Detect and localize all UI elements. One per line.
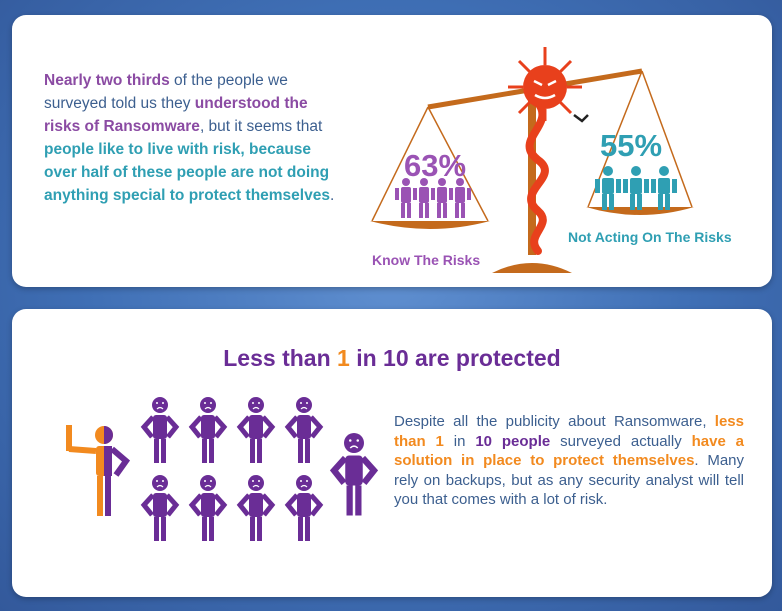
sad-person-icon [192,397,224,463]
protected-paragraph: Despite all the publicity about Ransomwa… [394,412,744,510]
body-text: . Many rely on backups, but as any secur… [394,452,745,508]
scale-base [492,263,572,273]
sad-person-icon [192,475,224,541]
sad-person-icon [288,475,320,541]
ten-people-illustration [66,385,402,585]
sad-person-icon [288,397,320,463]
person-icon [623,166,649,210]
know-risks-percent: 63% [404,148,467,183]
protected-heading: Less than 1 in 10 are protected [12,345,772,372]
intro-highlight-understood: understood the risks of Ransomware [44,95,308,135]
body-text: surveyed actually [550,432,692,450]
not-acting-label: Not Acting On The Risks [568,229,732,245]
protected-card: Less than 1 in 10 are protected [12,309,772,597]
know-risks-label: Know The Risks [372,252,481,268]
people-group-right [595,166,677,210]
person-icon [449,178,471,218]
intro-highlight-two-thirds: Nearly two thirds [44,72,170,89]
protected-person-icon [66,425,131,516]
intro-text: of the people we surveyed told us they [44,72,288,112]
intro-paragraph: Nearly two thirds of the people we surve… [44,69,339,207]
left-pan [370,221,490,229]
heading-text: in 10 are protected [349,345,561,371]
ransomware-bug-icon [508,47,589,123]
sad-person-icon [240,397,272,463]
sad-person-icon [240,475,272,541]
not-acting-percent: 55% [600,128,663,163]
balance-scale-illustration [370,47,694,273]
body-text: Despite all the publicity about Ransomwa… [394,413,715,430]
intro-text: , but it seems that [199,118,323,135]
large-sad-person-icon [334,433,374,516]
body-highlight-solution: have a solution in place to protect them… [394,432,744,470]
heading-text: Less than [223,345,338,371]
body-highlight-10-people: 10 people [475,432,551,450]
heading-number: 1 [337,345,350,371]
intro-text: . [329,187,335,204]
intro-highlight-live-with-risk: people like to live with risk, because o… [44,141,330,204]
body-highlight-less-than-1: less than 1 [394,413,744,450]
sad-person-icon [144,397,176,463]
person-icon [651,166,677,210]
people-group-left [395,178,471,218]
unprotected-people [144,397,320,541]
body-text: in [443,432,476,450]
scale-pole [528,95,536,255]
sad-person-icon [144,475,176,541]
person-icon [595,166,621,210]
risk-card: Nearly two thirds of the people we surve… [12,15,772,287]
ransomware-snake [525,99,549,255]
